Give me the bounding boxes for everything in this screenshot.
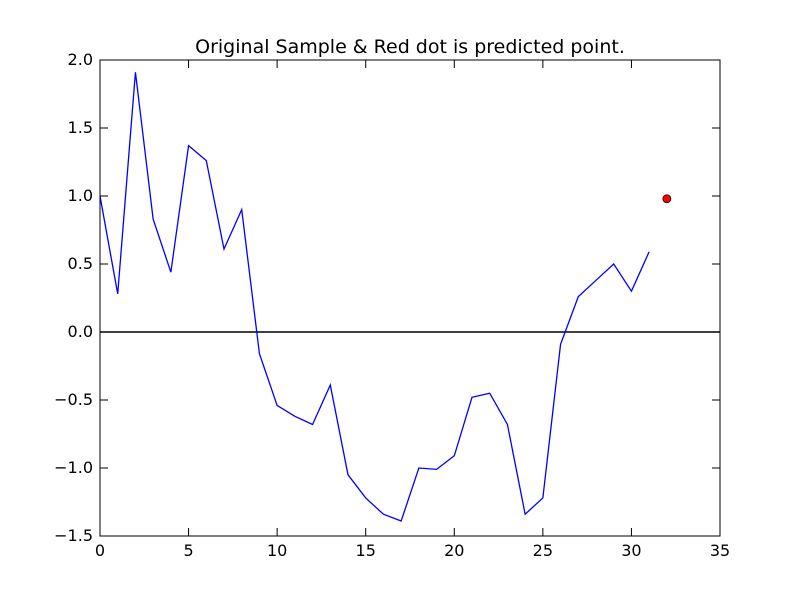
- plot-area: 0 5 10 15 20 25 30 35 −1.5 −1.0 −0.5 0.0 0.5 1.0 1.5 2.…: [54, 50, 730, 560]
- y-tick-label: 1.5: [68, 118, 93, 137]
- x-tick-label: 10: [267, 541, 287, 560]
- y-tick-label: 0.5: [68, 254, 93, 273]
- predicted-point: [662, 194, 672, 204]
- x-tick-label: 5: [183, 541, 193, 560]
- x-tick-label: 30: [621, 541, 641, 560]
- x-tick-label: 25: [533, 541, 553, 560]
- x-tick-label: 35: [710, 541, 730, 560]
- y-tick-label: −1.0: [54, 458, 93, 477]
- chart-title: Original Sample & Red dot is predicted p…: [195, 36, 625, 58]
- y-tick-label: 2.0: [68, 50, 93, 69]
- axes-frame: [99, 59, 721, 537]
- y-tick-label: −0.5: [54, 390, 93, 409]
- x-tick-label: 0: [95, 541, 105, 560]
- y-tick-label: 0.0: [68, 322, 93, 341]
- y-tick-label: 1.0: [68, 186, 93, 205]
- x-tick-label: 20: [444, 541, 464, 560]
- series-line: [99, 72, 650, 522]
- x-tick-label: 15: [356, 541, 376, 560]
- y-tick-label: −1.5: [54, 526, 93, 545]
